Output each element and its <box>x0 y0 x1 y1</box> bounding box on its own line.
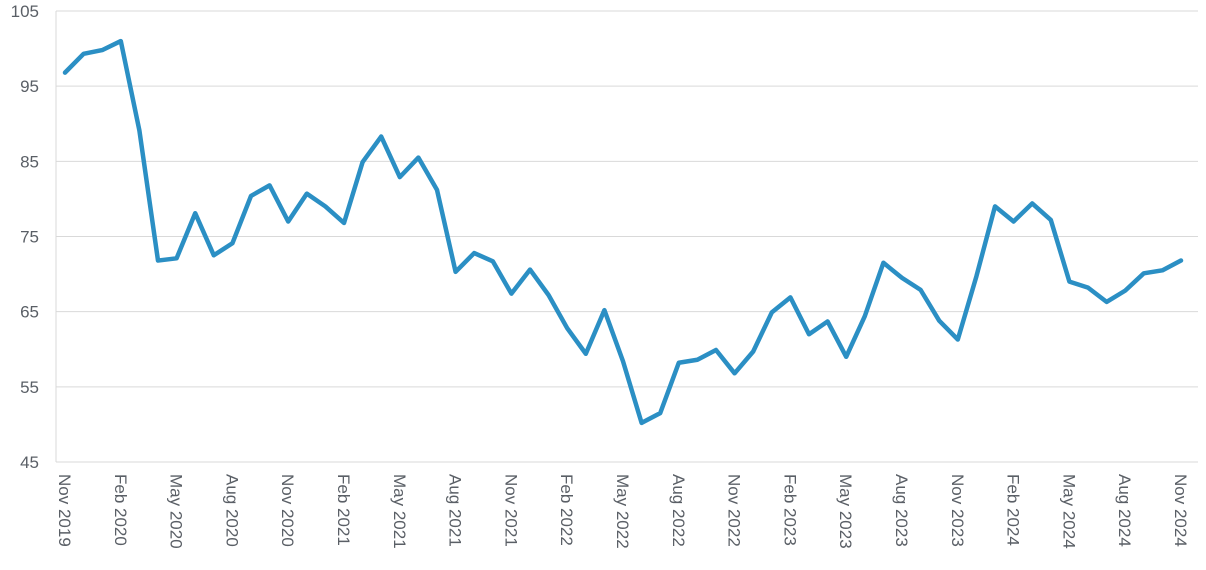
y-tick-label: 45 <box>20 453 39 472</box>
series-layer <box>62 38 1184 426</box>
x-tick-label: Nov 2023 <box>948 474 967 547</box>
x-tick-label: Feb 2023 <box>780 474 799 546</box>
y-tick-label: 95 <box>20 77 39 96</box>
x-axis: Nov 2019 Feb 2020 May 2020 Aug 2020 Nov 2020… <box>55 474 1190 549</box>
x-tick-label: Feb 2020 <box>111 474 130 546</box>
x-tick-label: Aug 2020 <box>222 474 241 547</box>
x-tick-label: Aug 2021 <box>446 474 465 547</box>
x-tick-label: Nov 2019 <box>55 474 74 547</box>
x-tick-label: May 2024 <box>1059 474 1078 549</box>
series-line <box>62 38 1184 426</box>
y-tick-label: 55 <box>20 378 39 397</box>
x-tick-label: Aug 2022 <box>669 474 688 547</box>
gridlines <box>55 10 1198 463</box>
y-tick-label: 105 <box>11 2 39 21</box>
x-tick-label: Nov 2021 <box>501 474 520 547</box>
y-tick-label: 85 <box>20 152 39 171</box>
x-tick-label: Nov 2024 <box>1171 474 1190 547</box>
x-tick-label: Aug 2024 <box>1115 474 1134 547</box>
x-tick-label: Feb 2021 <box>334 474 353 546</box>
x-tick-label: Nov 2020 <box>278 474 297 547</box>
y-tick-label: 65 <box>20 303 39 322</box>
x-tick-label: Feb 2024 <box>1004 474 1023 546</box>
x-tick-label: Nov 2022 <box>725 474 744 547</box>
x-tick-label: May 2023 <box>836 474 855 549</box>
x-tick-label: May 2022 <box>613 474 632 549</box>
y-tick-label: 75 <box>20 228 39 247</box>
y-axis: 105 95 85 75 65 55 45 <box>11 2 39 472</box>
x-tick-label: May 2021 <box>390 474 409 549</box>
x-tick-label: Feb 2022 <box>557 474 576 546</box>
x-tick-label: May 2020 <box>167 474 186 549</box>
x-tick-label: Aug 2023 <box>892 474 911 547</box>
